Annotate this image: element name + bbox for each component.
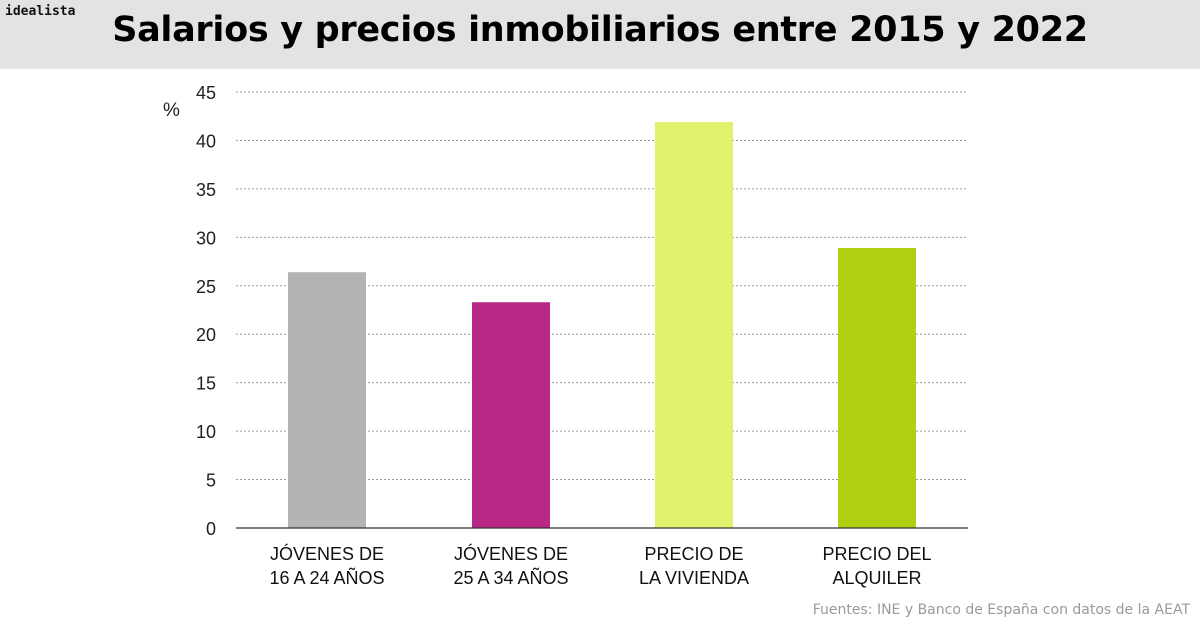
x-tick-label: PRECIO DEL <box>822 544 931 564</box>
y-tick-label: 5 <box>206 471 216 491</box>
brand-logo: idealista <box>5 4 76 19</box>
bar <box>472 302 550 528</box>
y-tick-label: 40 <box>196 131 216 151</box>
x-tick-label: JÓVENES DE <box>454 543 568 564</box>
bar <box>655 122 733 528</box>
y-tick-label: 10 <box>196 422 216 442</box>
y-tick-label: 20 <box>196 325 216 345</box>
chart-title: Salarios y precios inmobiliarios entre 2… <box>112 10 1088 50</box>
x-tick-label: ALQUILER <box>832 568 921 588</box>
x-tick-label: JÓVENES DE <box>270 543 384 564</box>
y-axis-label: % <box>163 100 180 121</box>
x-tick-label: 25 A 34 AÑOS <box>453 567 568 588</box>
header-bar <box>0 0 1200 69</box>
x-tick-label: LA VIVIENDA <box>639 568 749 588</box>
x-tick-label: 16 A 24 AÑOS <box>269 567 384 588</box>
bar <box>288 272 366 528</box>
y-tick-label: 15 <box>196 374 216 394</box>
y-tick-label: 35 <box>196 180 216 200</box>
bar <box>838 247 916 529</box>
y-tick-label: 45 <box>196 83 216 103</box>
y-tick-label: 0 <box>206 519 216 539</box>
x-tick-label: PRECIO DE <box>644 544 743 564</box>
y-tick-label: 25 <box>196 277 216 297</box>
source-note: Fuentes: INE y Banco de España con datos… <box>812 602 1190 618</box>
y-tick-label: 30 <box>196 228 216 248</box>
